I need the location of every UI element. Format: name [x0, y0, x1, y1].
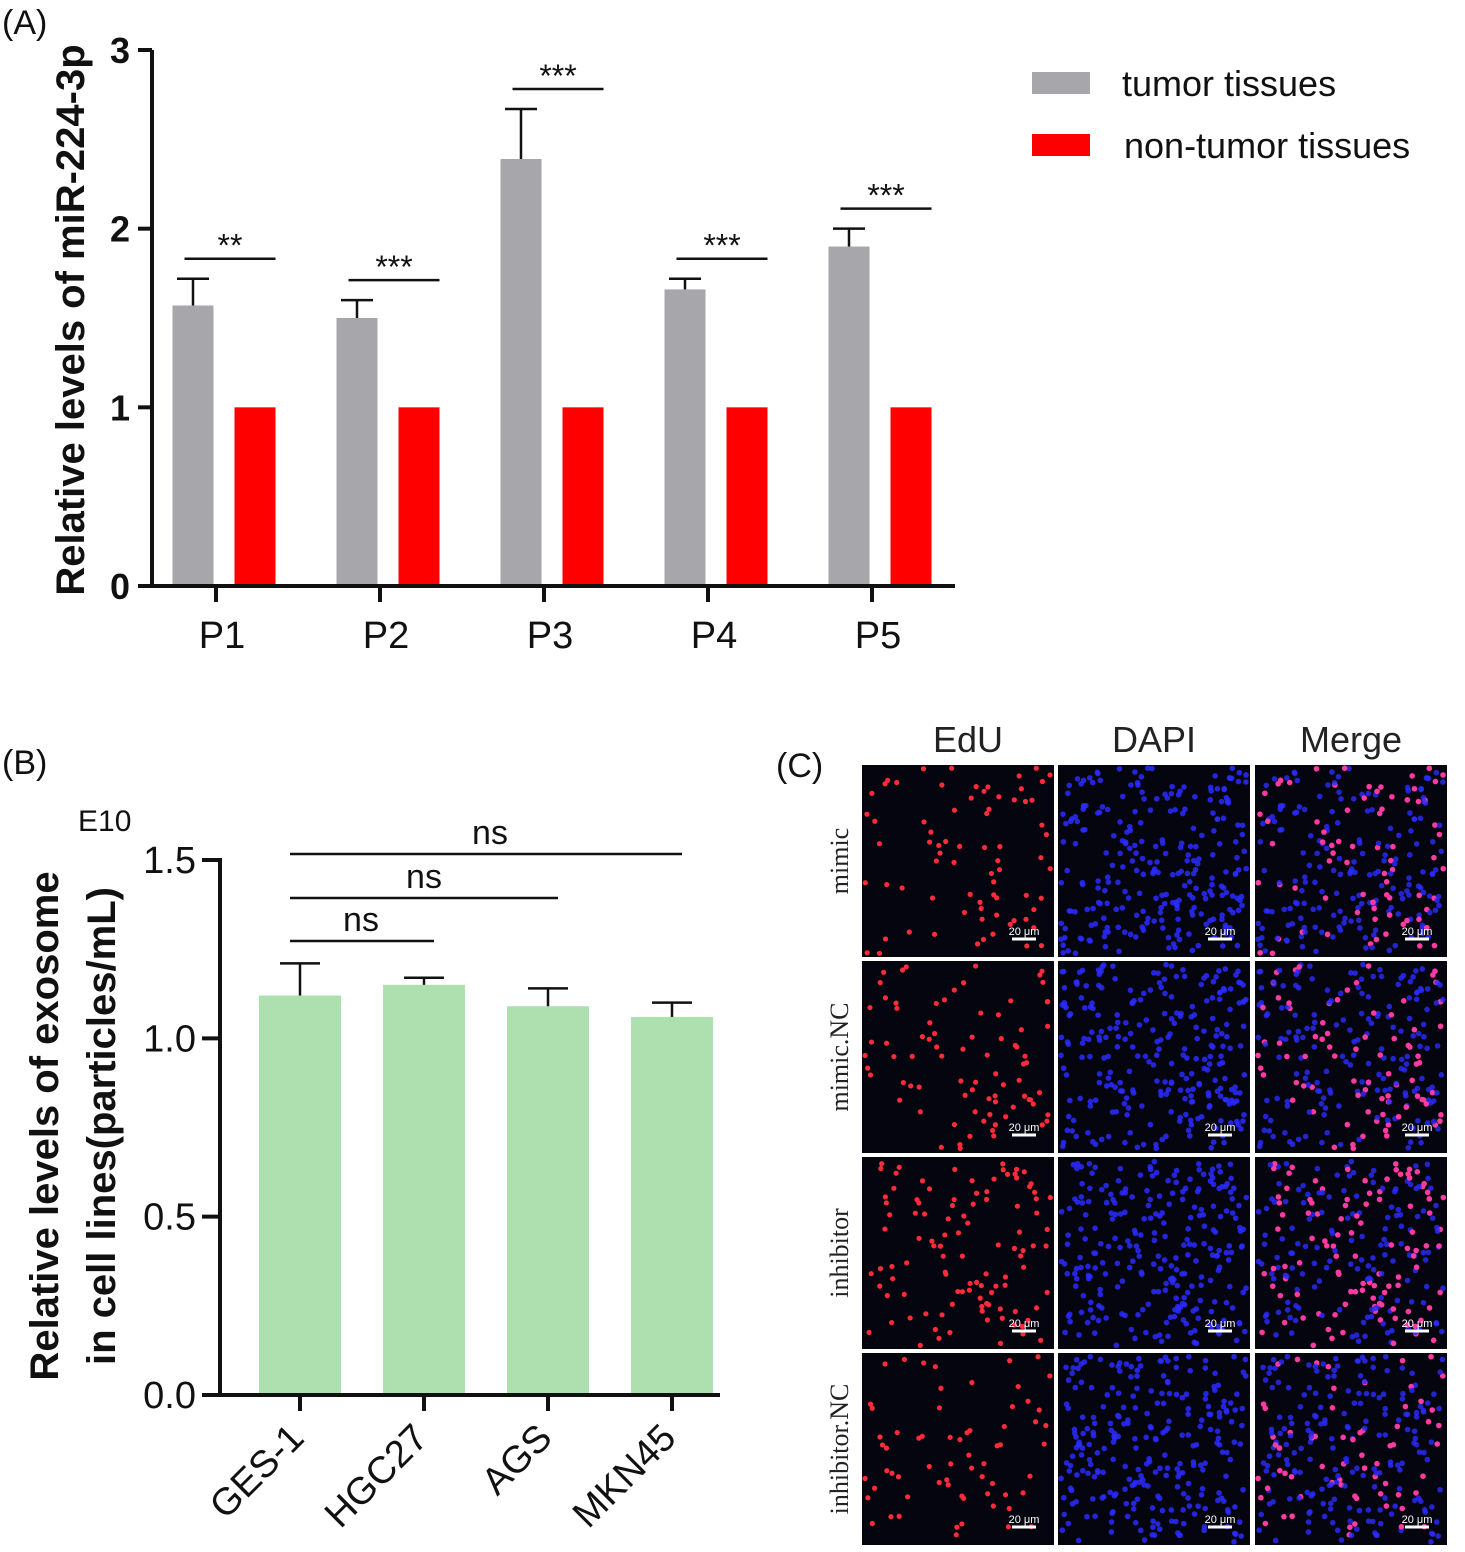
panel-c-microscopy-grid: (C) EdU DAPI Merge mimic mimic.NC inhibitor i… [776, 719, 1447, 1545]
bar-tumor-P5 [828, 246, 870, 587]
bar-MKN45 [631, 1016, 713, 1395]
comparison-label-GES-1-HGC27: ns [343, 901, 379, 939]
panel-a-x-tick-label-P3: P3 [527, 615, 573, 657]
scale-bar-label: 20 μm [1009, 1514, 1040, 1526]
bar-non-tumor-P1 [234, 407, 276, 586]
panel-a-letter: (A) [2, 4, 47, 42]
scale-bar-label: 20 μm [1009, 1318, 1040, 1330]
micrograph-mimic-edu: 20 μm [862, 765, 1054, 957]
panel-a-y-tick-label: 1 [110, 387, 130, 428]
bar-tumor-P4 [664, 289, 706, 586]
scale-bar-label: 20 μm [1402, 1318, 1433, 1330]
sig-label-P1: ** [218, 228, 243, 264]
micrograph-inhibitor-edu: 20 μm [862, 1157, 1054, 1349]
bar-non-tumor-P4 [726, 407, 768, 586]
panel-a-x-tick-label-P1: P1 [199, 615, 245, 657]
bar-AGS [507, 1006, 589, 1395]
panel-a-y-tick-label: 3 [110, 30, 130, 71]
bar-HGC27 [383, 984, 465, 1395]
bar-non-tumor-P2 [398, 407, 440, 586]
panel-a-y-tick-label: 2 [110, 209, 130, 250]
micrograph-inhibitor-merge: 20 μm [1255, 1157, 1447, 1349]
micrograph-mimic-merge: 20 μm [1255, 765, 1447, 957]
row-label-inhibitor-NC: inhibitor.NC [825, 1384, 854, 1515]
panel-c-letter: (C) [776, 747, 823, 785]
panel-b-y-axis-label-line2: in cell lines(particles/mL) [80, 887, 124, 1365]
panel-b-bar-chart: (B) E10 Relative levels of exosome in ce… [2, 744, 720, 1536]
scale-bar-label: 20 μm [1402, 926, 1433, 938]
legend-swatch-non-tumor [1032, 134, 1090, 156]
micrograph-inhibitor-NC-dapi: 20 μm [1058, 1353, 1250, 1545]
panel-b-x-tick-label-GES-1: GES-1 [202, 1417, 312, 1527]
micrograph-mimic-NC-edu: 20 μm [862, 961, 1054, 1153]
panel-b-y-tick-label: 0.0 [143, 1375, 196, 1417]
sig-label-P4: *** [703, 228, 740, 264]
column-label-merge: Merge [1300, 719, 1402, 760]
bar-tumor-P2 [336, 318, 378, 586]
sig-label-P2: *** [375, 249, 412, 285]
comparison-label-GES-1-MKN45: ns [472, 814, 508, 852]
panel-b-x-tick-label-AGS: AGS [474, 1417, 560, 1503]
scale-bar-label: 20 μm [1402, 1122, 1433, 1134]
micrograph-mimic-NC-merge: 20 μm [1255, 961, 1447, 1153]
scale-bar-label: 20 μm [1009, 926, 1040, 938]
micrograph-mimic-NC-dapi: 20 μm [1058, 961, 1250, 1153]
panel-a-x-tick-label-P5: P5 [855, 615, 901, 657]
panel-b-y-tick-label: 1.0 [143, 1018, 196, 1060]
scale-bar-label: 20 μm [1402, 1514, 1433, 1526]
scale-bar-label: 20 μm [1205, 1514, 1236, 1526]
panel-b-y-tick-label: 0.5 [143, 1197, 196, 1239]
micrograph-mimic-dapi: 20 μm [1058, 765, 1250, 957]
panel-a-y-tick-label: 0 [110, 566, 130, 607]
panel-b-x-tick-label-MKN45: MKN45 [565, 1417, 684, 1536]
micrograph-inhibitor-NC-merge: 20 μm [1255, 1353, 1447, 1545]
bar-tumor-P1 [172, 305, 214, 586]
comparison-label-GES-1-AGS: ns [406, 858, 442, 896]
bar-non-tumor-P5 [890, 407, 932, 586]
panel-b-y-tick-label: 1.5 [143, 840, 196, 882]
legend-swatch-tumor [1032, 72, 1090, 94]
panel-a-x-tick-label-P4: P4 [691, 615, 737, 657]
panel-a-legend: tumor tissues non-tumor tissues [1032, 63, 1410, 166]
panel-a-x-tick-label-P2: P2 [363, 615, 409, 657]
panel-a-bar-chart: (A) Relative levels of miR-224-3p 0 1 2 3 *… [2, 4, 1410, 657]
row-label-mimic: mimic [825, 828, 854, 894]
scale-bar-label: 20 μm [1205, 1318, 1236, 1330]
column-label-dapi: DAPI [1112, 719, 1196, 760]
scale-bar-label: 20 μm [1205, 1122, 1236, 1134]
panel-a-y-axis-label: Relative levels of miR-224-3p [49, 44, 93, 595]
scale-bar-label: 20 μm [1009, 1122, 1040, 1134]
row-label-mimic-NC: mimic.NC [825, 1002, 854, 1111]
legend-label-tumor: tumor tissues [1122, 63, 1336, 104]
sig-label-P5: *** [867, 178, 904, 214]
bar-GES-1 [259, 995, 341, 1395]
legend-label-non-tumor: non-tumor tissues [1124, 125, 1410, 166]
bar-tumor-P3 [500, 158, 542, 586]
column-label-edu: EdU [933, 719, 1003, 760]
panel-b-x-tick-label-HGC27: HGC27 [317, 1417, 436, 1536]
row-label-inhibitor: inhibitor [825, 1208, 854, 1298]
bar-non-tumor-P3 [562, 407, 604, 586]
panel-b-axis-multiplier: E10 [78, 805, 131, 838]
sig-label-P3: *** [539, 58, 576, 94]
panel-b-y-axis-label-line1: Relative levels of exosome [23, 871, 67, 1380]
panel-b-letter: (B) [2, 744, 47, 782]
micrograph-inhibitor-NC-edu: 20 μm [862, 1353, 1054, 1545]
scale-bar-label: 20 μm [1205, 926, 1236, 938]
micrograph-inhibitor-dapi: 20 μm [1058, 1157, 1250, 1349]
